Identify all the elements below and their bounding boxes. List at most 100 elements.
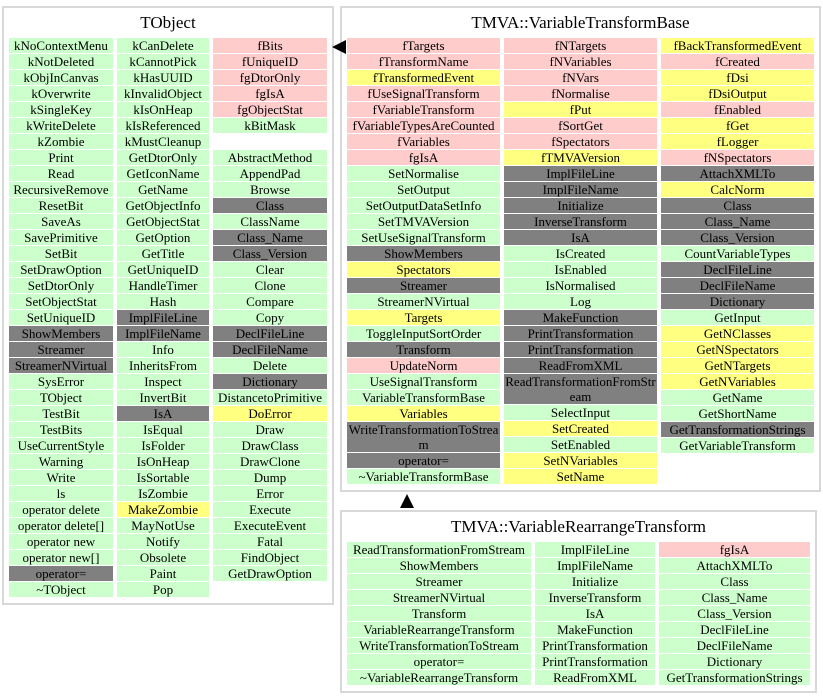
member-cell[interactable]: GetNSpectators <box>661 342 814 357</box>
member-cell[interactable]: kNotDeleted <box>9 54 113 69</box>
member-cell[interactable]: ImplFileLine <box>504 166 657 181</box>
member-cell[interactable]: fTMVAVersion <box>504 150 657 165</box>
member-cell[interactable]: kInvalidObject <box>117 86 209 101</box>
member-cell[interactable]: fSpectators <box>504 134 657 149</box>
member-cell[interactable]: ExecuteEvent <box>213 518 327 533</box>
member-cell[interactable]: UseSignalTransform <box>347 374 500 389</box>
member-cell[interactable]: kOverwrite <box>9 86 113 101</box>
member-cell[interactable]: kZombie <box>9 134 113 149</box>
member-cell[interactable]: Class_Version <box>659 606 810 621</box>
member-cell[interactable]: fNTargets <box>504 38 657 53</box>
member-cell[interactable]: AttachXMLTo <box>659 558 810 573</box>
member-cell[interactable]: GetNVariables <box>661 374 814 389</box>
member-cell[interactable]: GetTransformationStrings <box>659 670 810 685</box>
member-cell[interactable]: TestBit <box>9 406 113 421</box>
member-cell[interactable]: fTransformedEvent <box>347 70 500 85</box>
member-cell[interactable]: Streamer <box>347 278 500 293</box>
member-cell[interactable]: DeclFileLine <box>213 326 327 341</box>
member-cell[interactable]: SetDrawOption <box>9 262 113 277</box>
member-cell[interactable]: Targets <box>347 310 500 325</box>
member-cell[interactable]: kNoContextMenu <box>9 38 113 53</box>
member-cell[interactable]: DeclFileLine <box>661 262 814 277</box>
member-cell[interactable]: Execute <box>213 502 327 517</box>
member-cell[interactable]: RecursiveRemove <box>9 182 113 197</box>
member-cell[interactable]: Dictionary <box>213 374 327 389</box>
member-cell[interactable]: AbstractMethod <box>213 150 327 165</box>
member-cell[interactable]: Pop <box>117 582 209 597</box>
member-cell[interactable]: fBits <box>213 38 327 53</box>
member-cell[interactable]: ~TObject <box>9 582 113 597</box>
member-cell[interactable]: SetBit <box>9 246 113 261</box>
member-cell[interactable]: ImplFileLine <box>117 310 209 325</box>
member-cell[interactable]: DeclFileLine <box>659 622 810 637</box>
member-cell[interactable]: Log <box>504 294 657 309</box>
member-cell[interactable]: GetName <box>117 182 209 197</box>
member-cell[interactable]: Print <box>9 150 113 165</box>
member-cell[interactable]: Read <box>9 166 113 181</box>
member-cell[interactable]: SetNormalise <box>347 166 500 181</box>
member-cell[interactable]: GetNClasses <box>661 326 814 341</box>
member-cell[interactable]: MayNotUse <box>117 518 209 533</box>
member-cell[interactable]: operator delete[] <box>9 518 113 533</box>
member-cell[interactable]: InverseTransform <box>504 214 657 229</box>
member-cell[interactable]: Browse <box>213 182 327 197</box>
member-cell[interactable]: Clone <box>213 278 327 293</box>
member-cell[interactable]: SetOutputDataSetInfo <box>347 198 500 213</box>
member-cell[interactable]: Streamer <box>347 574 531 589</box>
member-cell[interactable]: GetShortName <box>661 406 814 421</box>
member-cell[interactable]: ToggleInputSortOrder <box>347 326 500 341</box>
member-cell[interactable]: InverseTransform <box>535 590 655 605</box>
member-cell[interactable]: fUniqueID <box>213 54 327 69</box>
member-cell[interactable]: StreamerNVirtual <box>347 590 531 605</box>
member-cell[interactable]: Dictionary <box>661 294 814 309</box>
member-cell[interactable]: SetObjectStat <box>9 294 113 309</box>
member-cell[interactable]: kSingleKey <box>9 102 113 117</box>
member-cell[interactable]: ResetBit <box>9 198 113 213</box>
member-cell[interactable]: SaveAs <box>9 214 113 229</box>
member-cell[interactable]: fgIsA <box>659 542 810 557</box>
member-cell[interactable]: Obsolete <box>117 550 209 565</box>
member-cell[interactable]: PrintTransformation <box>535 638 655 653</box>
member-cell[interactable]: PrintTransformation <box>504 326 657 341</box>
member-cell[interactable]: fVariableTransform <box>347 102 500 117</box>
member-cell[interactable]: PrintTransformation <box>504 342 657 357</box>
member-cell[interactable]: Notify <box>117 534 209 549</box>
member-cell[interactable]: SetUniqueID <box>9 310 113 325</box>
member-cell[interactable]: DrawClass <box>213 438 327 453</box>
member-cell[interactable]: DrawClone <box>213 454 327 469</box>
member-cell[interactable]: Class_Version <box>661 230 814 245</box>
member-cell[interactable]: kIsReferenced <box>117 118 209 133</box>
member-cell[interactable]: IsZombie <box>117 486 209 501</box>
member-cell[interactable]: fVariables <box>347 134 500 149</box>
member-cell[interactable]: ReadTransformationFromStream <box>504 374 657 404</box>
member-cell[interactable]: fVariableTypesAreCounted <box>347 118 500 133</box>
member-cell[interactable]: Initialize <box>535 574 655 589</box>
member-cell[interactable]: kWriteDelete <box>9 118 113 133</box>
member-cell[interactable]: DistancetoPrimitive <box>213 390 327 405</box>
member-cell[interactable]: Transform <box>347 342 500 357</box>
member-cell[interactable]: SetCreated <box>504 421 657 436</box>
member-cell[interactable]: Class_Name <box>659 590 810 605</box>
member-cell[interactable]: ReadFromXML <box>535 670 655 685</box>
member-cell[interactable]: fLogger <box>661 134 814 149</box>
member-cell[interactable]: ImplFileLine <box>535 542 655 557</box>
member-cell[interactable]: SetNVariables <box>504 453 657 468</box>
member-cell[interactable]: fgDtorOnly <box>213 70 327 85</box>
member-cell[interactable]: SetEnabled <box>504 437 657 452</box>
member-cell[interactable]: Copy <box>213 310 327 325</box>
member-cell[interactable]: GetOption <box>117 230 209 245</box>
member-cell[interactable]: GetIconName <box>117 166 209 181</box>
member-cell[interactable]: Clear <box>213 262 327 277</box>
member-cell[interactable]: InvertBit <box>117 390 209 405</box>
member-cell[interactable]: ImplFileName <box>535 558 655 573</box>
member-cell[interactable]: kObjInCanvas <box>9 70 113 85</box>
member-cell[interactable]: SelectInput <box>504 405 657 420</box>
member-cell[interactable]: operator= <box>347 654 531 669</box>
member-cell[interactable]: Dictionary <box>659 654 810 669</box>
member-cell[interactable]: kCanDelete <box>117 38 209 53</box>
member-cell[interactable]: DeclFileName <box>213 342 327 357</box>
member-cell[interactable]: InheritsFrom <box>117 358 209 373</box>
member-cell[interactable]: Class_Name <box>661 214 814 229</box>
member-cell[interactable]: Streamer <box>9 342 113 357</box>
member-cell[interactable]: IsA <box>504 230 657 245</box>
